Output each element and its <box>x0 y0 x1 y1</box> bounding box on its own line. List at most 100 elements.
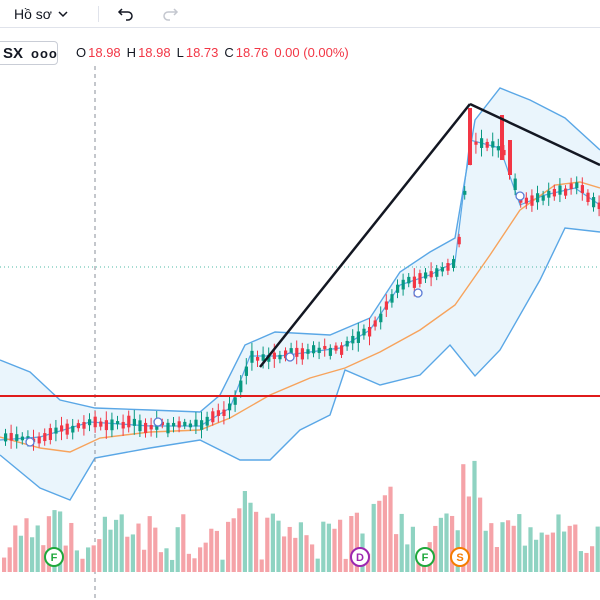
low-value: 18.73 <box>185 45 219 60</box>
candle <box>345 336 349 351</box>
volume-bar <box>394 534 399 572</box>
volume-bar <box>147 516 152 572</box>
candle <box>132 409 136 435</box>
candle <box>435 264 439 281</box>
volume-bar <box>282 536 287 572</box>
volume-bar <box>310 544 315 572</box>
candle-body <box>362 328 366 336</box>
candle-body <box>20 436 24 441</box>
candle-body <box>463 190 467 195</box>
candle-body <box>93 416 97 428</box>
candle-body <box>256 356 260 361</box>
volume-bar <box>578 551 583 572</box>
volume-bar <box>522 545 527 572</box>
candle <box>166 418 170 438</box>
event-marker-ring <box>350 547 370 567</box>
volume-bar <box>181 514 186 572</box>
candle <box>496 138 500 158</box>
volume-bar <box>86 547 91 572</box>
candle <box>211 407 215 426</box>
volume-bar <box>35 525 40 572</box>
candle <box>368 318 372 346</box>
volume-bar <box>69 522 74 572</box>
volume-bar <box>142 549 147 572</box>
candle <box>485 138 489 152</box>
volume-bar <box>556 514 561 572</box>
candle-body <box>558 185 562 195</box>
event-marker-dividend-icon[interactable]: D <box>350 547 370 567</box>
uptrend-line <box>259 103 471 368</box>
candle-body <box>149 425 153 430</box>
candle <box>424 267 428 284</box>
candle <box>99 417 103 431</box>
candle <box>256 350 260 368</box>
event-marker-earnings-icon[interactable]: F <box>415 547 435 567</box>
candle <box>530 189 534 212</box>
candle <box>116 415 120 430</box>
profile-menu-button[interactable]: Hồ sơ <box>14 2 70 26</box>
candle <box>60 416 64 441</box>
volume-bar <box>332 528 337 572</box>
bollinger-band-fill <box>0 88 600 500</box>
candle-body <box>334 345 338 351</box>
undo-icon[interactable] <box>116 4 136 24</box>
volume-bar <box>399 513 404 572</box>
profile-label: Hồ sơ <box>14 6 52 22</box>
candle <box>480 129 484 157</box>
signal-circle-icon <box>153 417 163 427</box>
candle <box>222 401 226 425</box>
event-marker-label: F <box>51 552 58 564</box>
volume-bar <box>158 552 163 572</box>
volume-bar <box>298 522 303 572</box>
candle <box>547 182 551 206</box>
volume-bar <box>321 521 326 572</box>
volume-bar <box>483 530 488 572</box>
candle-body <box>99 421 103 427</box>
candle-body <box>284 350 288 359</box>
volume-bar <box>114 519 119 572</box>
volume-bar <box>170 559 175 572</box>
more-options-icon[interactable]: ooo <box>31 45 58 61</box>
candle-body <box>457 236 461 245</box>
candle <box>340 342 344 359</box>
candle <box>317 341 321 360</box>
candle <box>536 185 540 210</box>
volume-bar <box>573 524 578 572</box>
high-value: 18.98 <box>138 45 171 60</box>
volume-bar <box>433 525 438 572</box>
candle-body <box>82 422 86 429</box>
symbol-chip[interactable]: SX ooo <box>0 41 58 65</box>
candle <box>552 184 556 201</box>
candle <box>541 190 545 206</box>
candle-body <box>412 276 416 288</box>
volume-bar <box>444 513 449 572</box>
candle-body <box>60 425 64 432</box>
candle-body <box>289 348 293 356</box>
candle-body <box>508 140 512 175</box>
candle-body <box>211 411 215 423</box>
volume-bar <box>354 512 359 572</box>
candle-body <box>541 195 545 201</box>
candle-body <box>300 348 304 360</box>
candle <box>205 411 209 431</box>
event-marker-earnings-icon[interactable]: F <box>44 547 64 567</box>
candle-body <box>345 340 349 347</box>
candle-body <box>547 190 551 198</box>
candle <box>362 324 366 340</box>
volume-bar <box>220 559 225 572</box>
candle-body <box>429 271 433 278</box>
volume-bar <box>198 547 203 572</box>
event-marker-split-icon[interactable]: S <box>450 547 470 567</box>
volume-bar <box>472 460 477 572</box>
candle-body <box>368 326 372 337</box>
candle-body <box>452 259 456 268</box>
signal-circle-icon <box>413 288 423 298</box>
candle <box>379 306 383 330</box>
candle-body <box>194 419 198 427</box>
candle-body <box>328 347 332 356</box>
candle <box>71 418 75 440</box>
volume-bar <box>287 526 292 572</box>
chevron-down-icon <box>58 11 68 18</box>
candle-body <box>239 380 243 393</box>
